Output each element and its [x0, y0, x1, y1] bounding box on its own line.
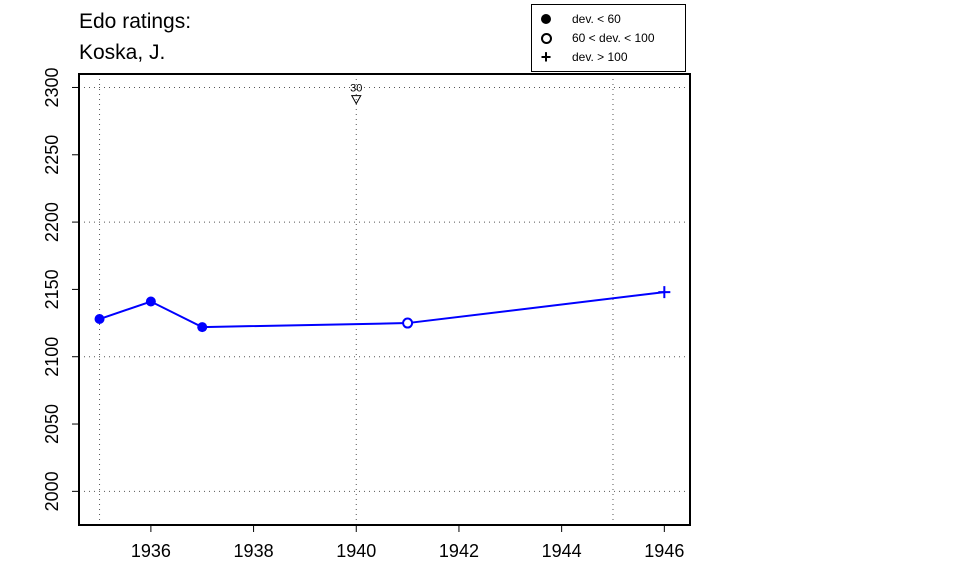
rating-line — [99, 291, 665, 329]
plot-frame — [78, 73, 691, 526]
chart-title-line-1: Edo ratings: — [79, 10, 192, 33]
rating-point-plus — [658, 286, 671, 299]
x-tick-label: 1936 — [131, 541, 171, 561]
legend-entry-low-dev: dev. < 60 — [532, 10, 685, 28]
y-tick-label: 2150 — [42, 269, 62, 309]
rating-point-filled — [145, 296, 156, 307]
filled-circle-icon — [538, 10, 554, 28]
x-tick-label: 1940 — [336, 541, 376, 561]
axes: 1936 1938 1940 1942 1944 1946 2000 2050 2100 2150… — [42, 67, 684, 561]
y-tick-label: 2200 — [42, 202, 62, 242]
annotation-label: 30 — [350, 83, 362, 95]
y-tick-label: 2100 — [42, 337, 62, 377]
chart-title-line-2: Koska, J. — [79, 41, 166, 64]
down-triangle-marker — [350, 95, 362, 105]
x-tick-label: 1944 — [542, 541, 582, 561]
rating-point-filled — [94, 314, 105, 325]
legend-label: dev. < 60 — [572, 12, 621, 26]
y-tick-label: 2300 — [42, 67, 62, 107]
legend-entry-high-dev: + dev. > 100 — [532, 48, 685, 66]
x-tick-label: 1946 — [644, 541, 684, 561]
y-tick-label: 2050 — [42, 404, 62, 444]
chart-legend: dev. < 60 60 < dev. < 100 + dev. > 100 — [531, 4, 686, 72]
rating-point-filled — [197, 322, 208, 333]
y-tick-label: 2000 — [42, 471, 62, 511]
x-tick-label: 1938 — [234, 541, 274, 561]
legend-label: dev. > 100 — [572, 50, 628, 64]
legend-entry-mid-dev: 60 < dev. < 100 — [532, 29, 685, 47]
annotations: 30 — [350, 83, 362, 105]
x-tick-label: 1942 — [439, 541, 479, 561]
open-circle-icon — [538, 29, 554, 47]
grid-lines — [79, 74, 690, 525]
series-line — [94, 286, 671, 333]
plus-icon: + — [540, 47, 552, 67]
y-tick-label: 2250 — [42, 135, 62, 175]
rating-point-open — [402, 317, 414, 329]
legend-label: 60 < dev. < 100 — [572, 31, 655, 45]
